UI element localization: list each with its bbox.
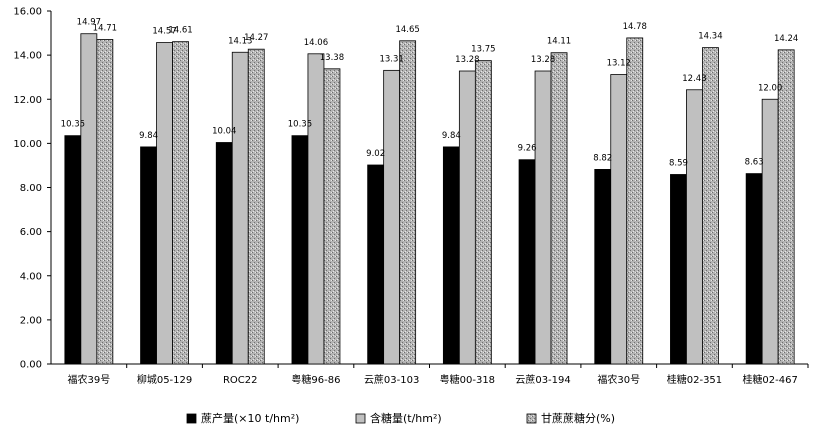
data-label: 10.04 (212, 126, 236, 136)
bar-series-1 (215, 142, 233, 365)
bar-series-3 (702, 47, 719, 365)
bar-series-2 (610, 74, 628, 365)
bar-series-1 (594, 169, 612, 365)
x-category-label: 云蔗03-103 (364, 374, 419, 386)
bar-series-2 (458, 70, 476, 365)
bars (64, 33, 795, 365)
bar-series-1 (518, 159, 536, 365)
data-label: 13.12 (607, 59, 631, 69)
bar-series-2 (686, 89, 703, 365)
bar-series-2 (383, 69, 401, 365)
bar-series-1 (291, 135, 309, 365)
x-category-label: 桂糖02-351 (667, 373, 722, 386)
bar-series-1 (670, 174, 687, 365)
data-label: 14.27 (244, 33, 268, 43)
y-tick-label: 8.00 (20, 183, 42, 194)
legend-label-1: 蔗产量(×10 t/hm²) (201, 411, 299, 425)
x-category-label: 柳城05-129 (137, 373, 192, 386)
bar-series-1 (442, 146, 460, 365)
axes: 0.00 2.00 4.00 6.00 8.00 10.00 12.00 14.00 16.00… (13, 7, 809, 386)
y-tick-label: 10.00 (13, 139, 42, 150)
bar-series-3 (247, 48, 265, 365)
data-label: 9.02 (366, 149, 385, 159)
bar-series-2 (156, 42, 173, 365)
data-label: 9.84 (442, 131, 461, 141)
x-category-label: 桂糖02-467 (742, 373, 797, 386)
data-label: 13.75 (471, 45, 495, 55)
bar-series-1 (140, 146, 157, 365)
legend: 蔗产量(×10 t/hm²) 含糖量(t/hm²) 甘蔗蔗糖分(%) (186, 411, 615, 425)
y-tick-label: 2.00 (20, 315, 42, 326)
data-label: 10.35 (288, 120, 312, 130)
data-label: 12.00 (758, 83, 782, 93)
data-label: 8.59 (669, 158, 688, 168)
x-category-label: 云蔗03-194 (515, 374, 570, 386)
data-label: 14.24 (774, 34, 798, 44)
y-tick-label: 12.00 (13, 95, 42, 106)
data-label: 12.43 (682, 74, 706, 84)
data-label: 9.84 (139, 131, 158, 141)
bar-series-3 (96, 39, 114, 365)
bar-series-1 (745, 173, 763, 365)
data-label: 8.82 (593, 153, 612, 163)
x-category-label: 福农39号 (67, 373, 110, 386)
data-label: 14.11 (547, 37, 571, 47)
bar-series-2 (761, 98, 779, 365)
bar-series-3 (399, 40, 417, 365)
data-label: 14.71 (93, 23, 117, 33)
bar-series-1 (367, 164, 385, 365)
y-tick-label: 14.00 (13, 51, 42, 62)
data-label: 14.57 (152, 27, 176, 37)
data-label: 14.06 (304, 38, 328, 48)
data-label: 9.26 (518, 144, 537, 154)
bar-series-1 (64, 135, 82, 365)
x-category-label: ROC22 (223, 375, 258, 386)
data-label: 14.78 (623, 22, 647, 32)
legend-swatch-2 (355, 413, 366, 424)
data-label: 13.31 (379, 54, 403, 64)
bar-series-3 (777, 49, 795, 365)
legend-label-3: 甘蔗蔗糖分(%) (541, 411, 615, 425)
data-label: 14.65 (395, 25, 419, 35)
data-label: 14.34 (698, 32, 722, 42)
data-label: 14.13 (228, 36, 252, 46)
y-tick-label: 6.00 (20, 227, 42, 238)
bar-series-2 (534, 70, 552, 365)
bar-series-3 (172, 41, 189, 365)
data-label: 13.38 (320, 53, 344, 63)
data-labels: 10.3514.9714.719.8414.5714.6110.0414.131… (61, 18, 799, 169)
bar-series-2 (307, 53, 325, 365)
bar-series-3 (323, 68, 341, 365)
legend-swatch-3 (526, 413, 537, 424)
x-category-label: 粤糖96-86 (291, 373, 340, 386)
x-category-label: 粤糖00-318 (440, 373, 495, 386)
bar-series-3 (626, 37, 644, 365)
bar-series-2 (231, 51, 249, 365)
data-label: 13.28 (455, 55, 479, 65)
legend-swatch-1 (186, 413, 197, 424)
bar-series-3 (474, 60, 492, 365)
data-label: 10.35 (61, 120, 85, 130)
legend-label-2: 含糖量(t/hm²) (370, 411, 442, 425)
x-category-label: 福农30号 (597, 373, 640, 386)
data-label: 14.97 (77, 18, 101, 28)
data-label: 14.61 (168, 26, 192, 36)
data-label: 13.28 (531, 55, 555, 65)
y-tick-label: 0.00 (20, 360, 42, 371)
y-tick-label: 16.00 (13, 7, 42, 18)
y-tick-label: 4.00 (20, 271, 42, 282)
bar-series-2 (80, 33, 98, 365)
data-label: 8.63 (745, 158, 764, 168)
bar-series-3 (550, 52, 568, 365)
